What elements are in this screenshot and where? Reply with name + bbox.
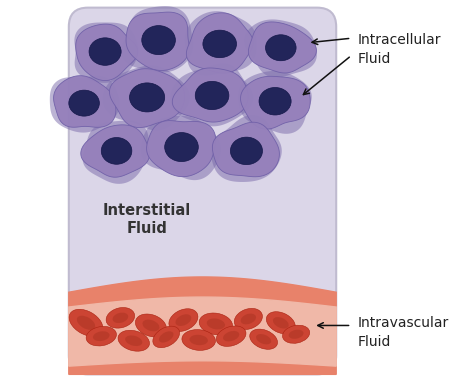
Ellipse shape [142,26,175,55]
Polygon shape [74,23,138,83]
Ellipse shape [216,326,246,346]
Ellipse shape [259,87,291,115]
Ellipse shape [207,319,225,329]
Ellipse shape [69,90,100,116]
Polygon shape [76,24,138,81]
Ellipse shape [241,314,256,324]
FancyBboxPatch shape [69,8,336,374]
Polygon shape [69,277,336,374]
Polygon shape [170,63,254,126]
Polygon shape [212,122,279,177]
Polygon shape [210,115,282,182]
Ellipse shape [203,30,237,58]
Polygon shape [50,76,120,133]
Polygon shape [69,297,336,366]
Text: Interstitial
Fluid: Interstitial Fluid [103,204,191,236]
Ellipse shape [223,331,239,342]
Ellipse shape [169,309,198,332]
Ellipse shape [175,314,191,326]
Polygon shape [102,65,190,131]
Ellipse shape [256,334,271,345]
Text: Intracellular
Fluid: Intracellular Fluid [357,34,441,66]
Polygon shape [244,19,317,78]
Ellipse shape [106,308,135,328]
Ellipse shape [289,330,303,339]
Ellipse shape [86,326,117,346]
Polygon shape [121,6,193,73]
Ellipse shape [101,138,132,164]
Polygon shape [146,121,216,176]
Text: Intravascular
Fluid: Intravascular Fluid [357,316,448,348]
Ellipse shape [273,317,289,329]
Polygon shape [126,12,189,71]
Ellipse shape [69,309,103,336]
Polygon shape [240,76,310,129]
Ellipse shape [118,330,149,351]
Ellipse shape [93,331,109,341]
Polygon shape [184,11,256,76]
Polygon shape [141,116,221,180]
Polygon shape [81,125,150,177]
Ellipse shape [190,335,208,345]
Ellipse shape [250,329,277,349]
Ellipse shape [266,312,295,334]
Ellipse shape [283,325,310,343]
Ellipse shape [112,312,128,323]
Ellipse shape [265,35,296,61]
Ellipse shape [164,133,198,162]
Polygon shape [238,71,312,134]
Ellipse shape [153,326,180,348]
Polygon shape [248,22,316,73]
Ellipse shape [182,330,216,350]
Ellipse shape [143,320,159,331]
Polygon shape [54,76,116,127]
Ellipse shape [77,316,95,330]
Polygon shape [173,68,248,122]
Ellipse shape [195,81,229,110]
Ellipse shape [136,314,166,337]
Ellipse shape [159,331,173,343]
Ellipse shape [230,137,263,165]
Ellipse shape [129,83,164,112]
Ellipse shape [234,308,263,330]
Ellipse shape [125,335,142,346]
Polygon shape [82,121,148,184]
Ellipse shape [89,38,121,65]
Polygon shape [186,13,253,73]
Ellipse shape [199,313,233,335]
Polygon shape [109,69,185,128]
